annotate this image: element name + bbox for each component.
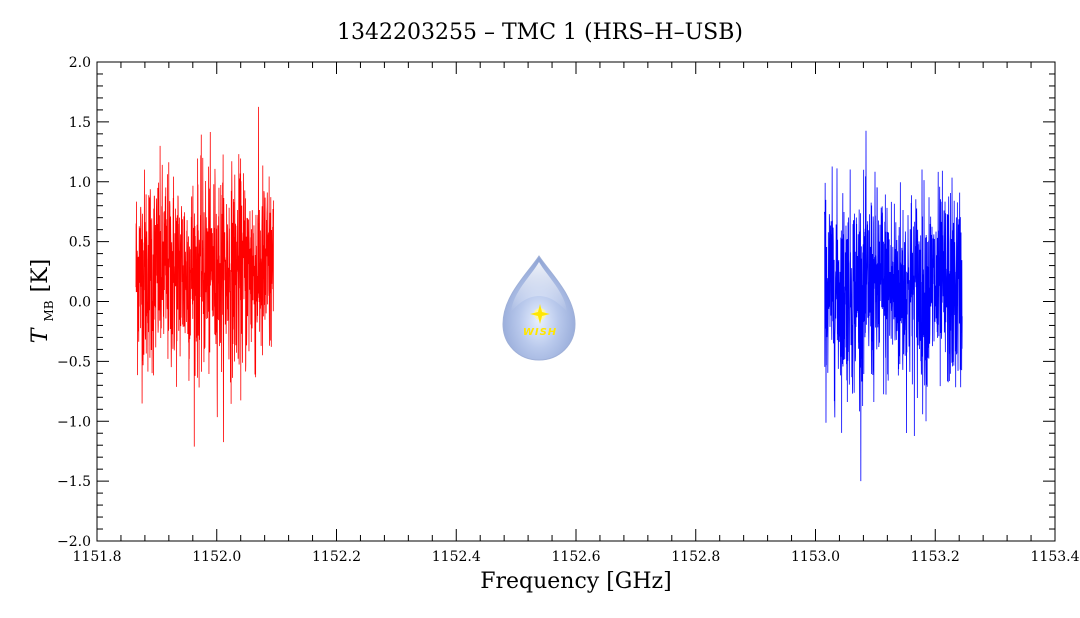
spectrum-series-2: [824, 130, 963, 482]
x-tick-label: 1152.4: [432, 549, 481, 565]
y-tick-label: −0.5: [57, 354, 91, 370]
x-axis: 1151.8 1152.0 1152.2 1152.4 1152.6 1152.8 1153…: [73, 62, 1080, 565]
x-tick-label: 1153.2: [911, 549, 960, 565]
spectrum-series-1: [135, 106, 275, 447]
y-axis: −2.0 −1.5 −1.0 −0.5 0.0 0.5 1.0 1.5 2.0: [57, 55, 1055, 550]
x-tick-label: 1153.4: [1031, 549, 1080, 565]
y-tick-label: 2.0: [69, 55, 91, 71]
svg-text:T MB [K]: T MB [K]: [28, 259, 57, 343]
y-tick-label: 1.0: [69, 175, 91, 191]
y-tick-label: −2.0: [57, 534, 91, 550]
x-tick-label: 1152.8: [671, 549, 720, 565]
y-tick-label: 1.5: [69, 115, 91, 131]
y-axis-label: T MB [K]: [28, 259, 57, 343]
x-tick-label: 1152.6: [552, 549, 601, 565]
y-tick-label: 0.5: [69, 235, 91, 251]
x-tick-label: 1153.0: [791, 549, 840, 565]
x-axis-label: Frequency [GHz]: [480, 569, 672, 594]
y-axis-label-sub: MB: [42, 300, 56, 321]
y-tick-label: −1.0: [57, 414, 91, 430]
series-layer: [135, 106, 963, 482]
y-tick-label: 0.0: [69, 295, 91, 311]
wish-drop-logo-icon: WISH: [502, 255, 576, 361]
y-tick-label: −1.5: [57, 474, 91, 490]
x-tick-label: 1151.8: [73, 549, 122, 565]
y-axis-label-main: T: [28, 326, 53, 343]
x-tick-label: 1152.2: [312, 549, 361, 565]
chart-title: 1342203255 – TMC 1 (HRS–H–USB): [337, 20, 743, 45]
logo-text: WISH: [523, 327, 557, 338]
x-tick-label: 1152.0: [192, 549, 241, 565]
y-axis-label-unit: [K]: [28, 259, 53, 293]
